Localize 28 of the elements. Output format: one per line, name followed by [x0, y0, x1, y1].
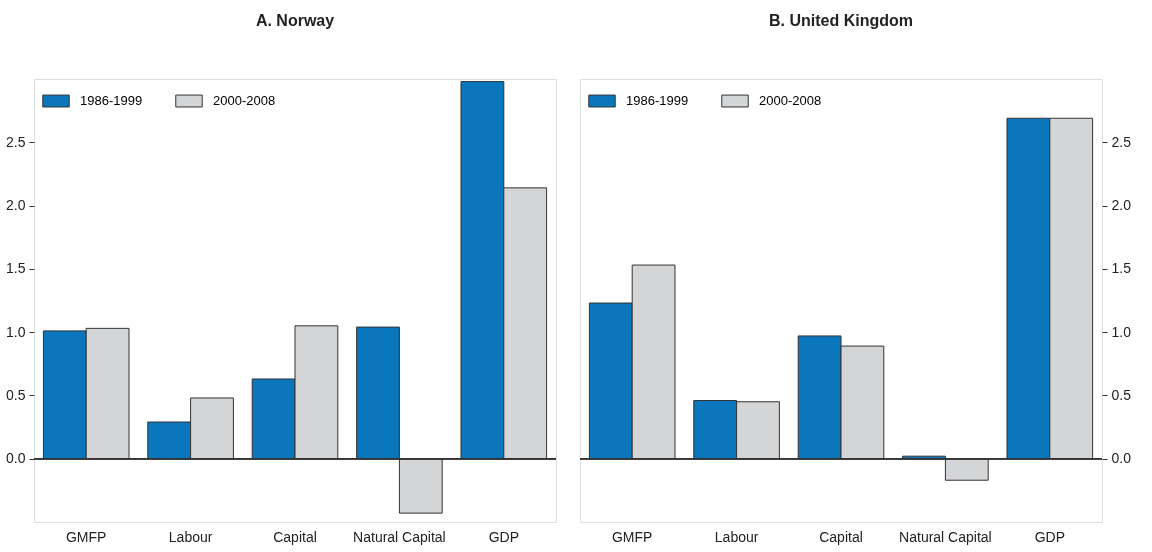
x-tick-label: Labour: [168, 528, 213, 545]
y-tick-label: 0.0: [6, 450, 26, 467]
legend-label: 2000-2008: [213, 93, 276, 109]
legend-label: 1986-1999: [626, 93, 689, 109]
y-tick-label: 2.0: [6, 197, 26, 214]
y-tick-label: 1.5: [1111, 260, 1132, 277]
y-tick-label: 2.0: [1111, 197, 1132, 214]
chart-title: A. Norway: [255, 12, 335, 29]
y-tick-label: 1.0: [6, 323, 26, 340]
legend-label: 2000-2008: [759, 93, 822, 109]
x-tick-label: GMFP: [65, 528, 107, 545]
y-tick-label: 0.0: [1111, 450, 1132, 467]
y-tick-label: 2.5: [6, 133, 26, 150]
y-tick-label: 1.0: [1111, 323, 1132, 340]
y-tick-label: 1.5: [6, 260, 26, 277]
y-tick-label: 2.5: [1111, 133, 1132, 150]
x-tick-label: Capital: [819, 528, 863, 545]
legend-label: 1986-1999: [80, 93, 143, 109]
x-tick-label: Capital: [273, 528, 317, 545]
x-tick-label: GDP: [488, 528, 519, 545]
x-tick-label: GMFP: [611, 528, 653, 545]
x-tick-label: Labour: [714, 528, 759, 545]
x-tick-label: Natural Capital: [353, 528, 446, 545]
x-tick-label: GDP: [1034, 528, 1065, 545]
y-tick-label: 0.5: [6, 386, 26, 403]
x-tick-label: Natural Capital: [899, 528, 992, 545]
chart-title: B. United Kingdom: [769, 12, 913, 29]
y-tick-label: 0.5: [1111, 386, 1132, 403]
